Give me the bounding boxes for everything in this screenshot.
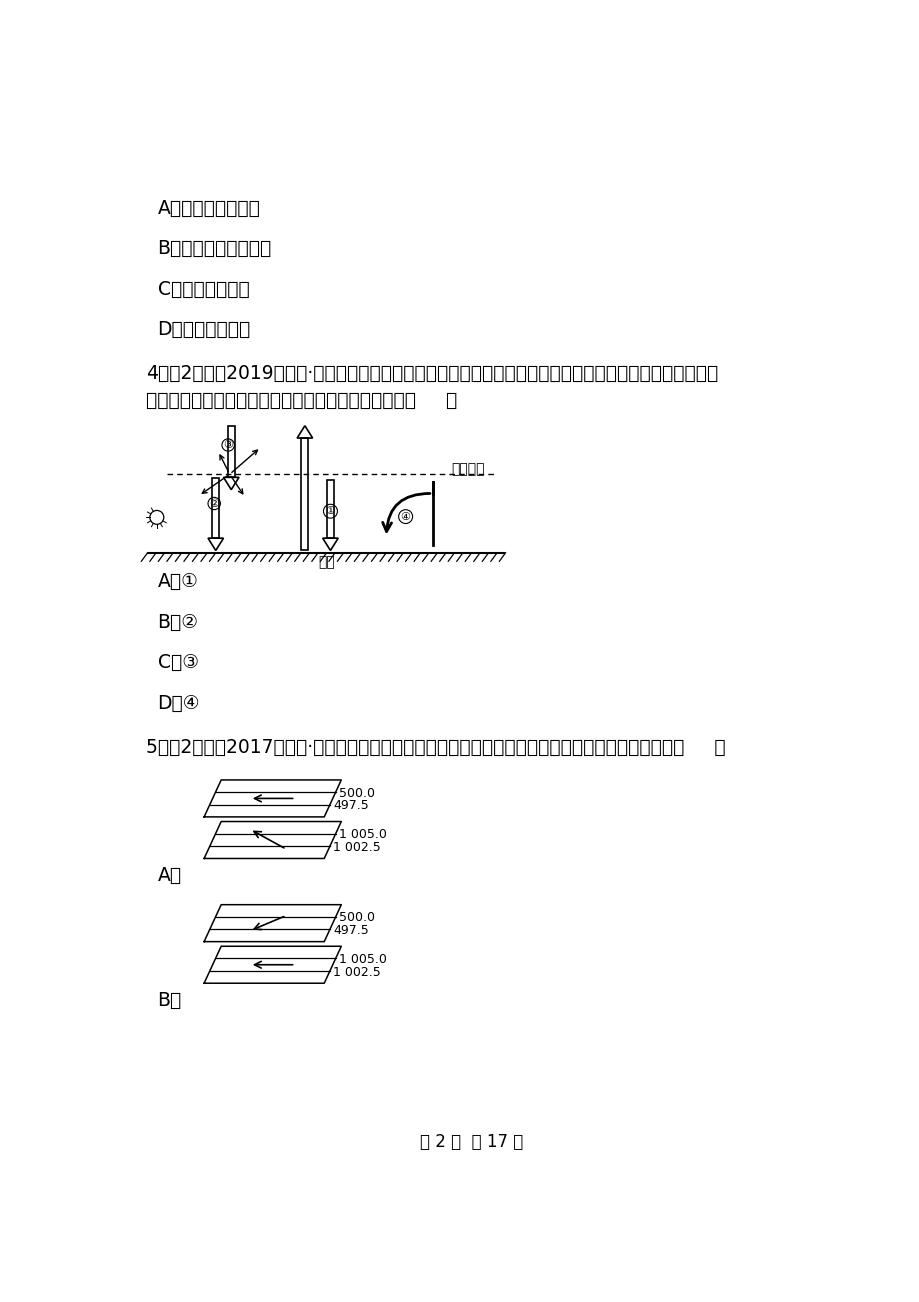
FancyArrowPatch shape [382,493,429,531]
Text: 5．（2分）（2017高一上·台山月考）下图中能正确反映北半球近地面和高空等压线与风向关系的是（     ）: 5．（2分）（2017高一上·台山月考）下图中能正确反映北半球近地面和高空等压线… [146,738,725,756]
Text: 1 002.5: 1 002.5 [333,841,380,854]
Text: C．③: C．③ [157,652,199,672]
Text: 大气逆辐射关系的示意图中，能表示其原理的箭头是（     ）: 大气逆辐射关系的示意图中，能表示其原理的箭头是（ ） [146,391,457,410]
Text: 497.5: 497.5 [333,924,369,937]
Text: D．有若干电离层: D．有若干电离层 [157,320,251,340]
Text: A．①: A．① [157,572,199,591]
Text: ②: ② [209,499,219,509]
Text: ④: ④ [400,512,410,522]
Text: 1 005.0: 1 005.0 [338,953,386,966]
Text: 地面: 地面 [318,555,335,569]
Text: A．以平流运动为主: A．以平流运动为主 [157,199,260,217]
Text: 4．（2分）（2019高一上·吉林期中）冬季，农民人造烟幕防止农作物受冻。下面有关太阳辐射和地面辐射、: 4．（2分）（2019高一上·吉林期中）冬季，农民人造烟幕防止农作物受冻。下面有… [146,365,718,383]
Text: 500.0: 500.0 [338,786,374,799]
Text: ①: ① [325,506,335,516]
Text: A．: A． [157,866,182,885]
Text: B．: B． [157,991,182,1010]
Text: 500.0: 500.0 [338,911,374,924]
Text: 1 005.0: 1 005.0 [338,828,386,841]
Text: ③: ③ [223,440,233,450]
Text: 第 2 页  共 17 页: 第 2 页 共 17 页 [419,1133,523,1151]
Text: C．适合高空飞行: C．适合高空飞行 [157,280,249,298]
Text: B．天气现象复杂多变: B．天气现象复杂多变 [157,240,272,258]
Text: 497.5: 497.5 [333,799,369,812]
Text: 1 002.5: 1 002.5 [333,966,380,979]
Text: D．④: D．④ [157,694,200,712]
Text: 大气上界: 大气上界 [451,462,484,477]
Text: B．②: B．② [157,613,199,631]
